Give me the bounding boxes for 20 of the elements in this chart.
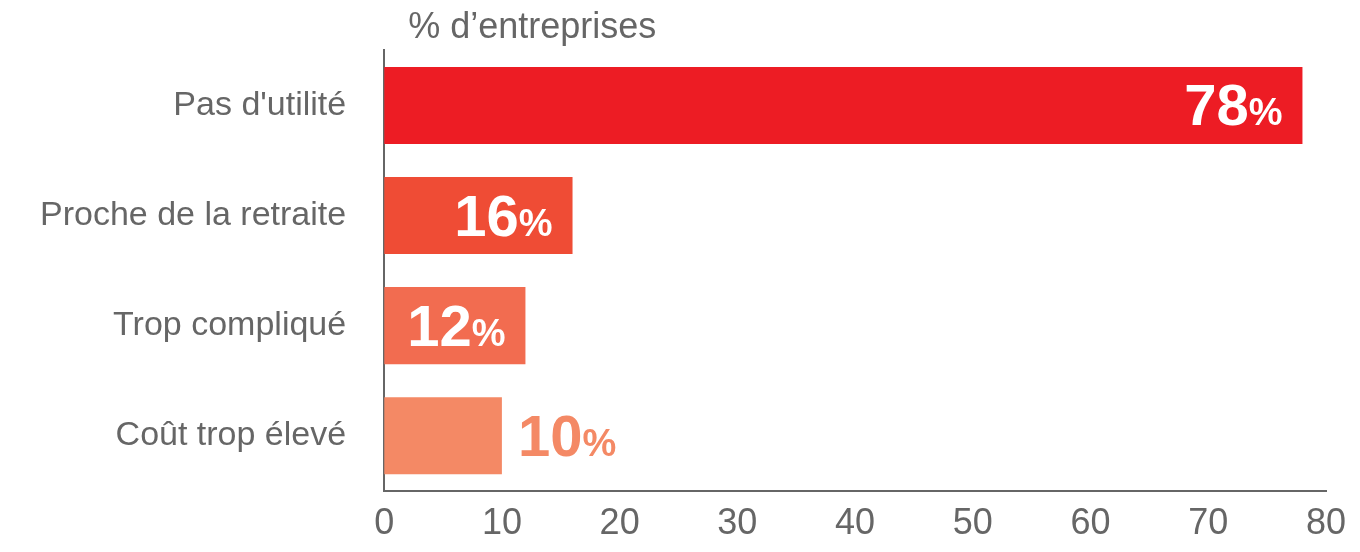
x-tick-label: 30	[717, 501, 758, 543]
y-tick-label: Coût trop élevé	[115, 414, 347, 453]
y-tick-label: Pas d'utilité	[173, 83, 347, 122]
bar	[384, 66, 1303, 144]
x-tick-label: 0	[374, 501, 395, 543]
data-label: 16%	[454, 182, 553, 248]
x-tick-label: 60	[1070, 501, 1111, 543]
data-label: 12%	[407, 292, 506, 358]
data-label: 10%	[517, 402, 617, 468]
x-tick-label: 50	[952, 501, 993, 543]
x-tick-label: 20	[599, 501, 640, 543]
y-tick-label: Proche de la retraite	[39, 193, 347, 232]
x-tick-label: 10	[481, 501, 522, 543]
x-axis-title: % d’entreprises	[408, 5, 657, 47]
bar	[384, 397, 502, 475]
x-tick-label: 80	[1305, 501, 1347, 543]
data-label: 78%	[1184, 72, 1283, 138]
y-tick-label: Trop compliqué	[113, 304, 347, 343]
x-tick-label: 40	[835, 501, 876, 543]
x-tick-label: 70	[1188, 501, 1229, 543]
